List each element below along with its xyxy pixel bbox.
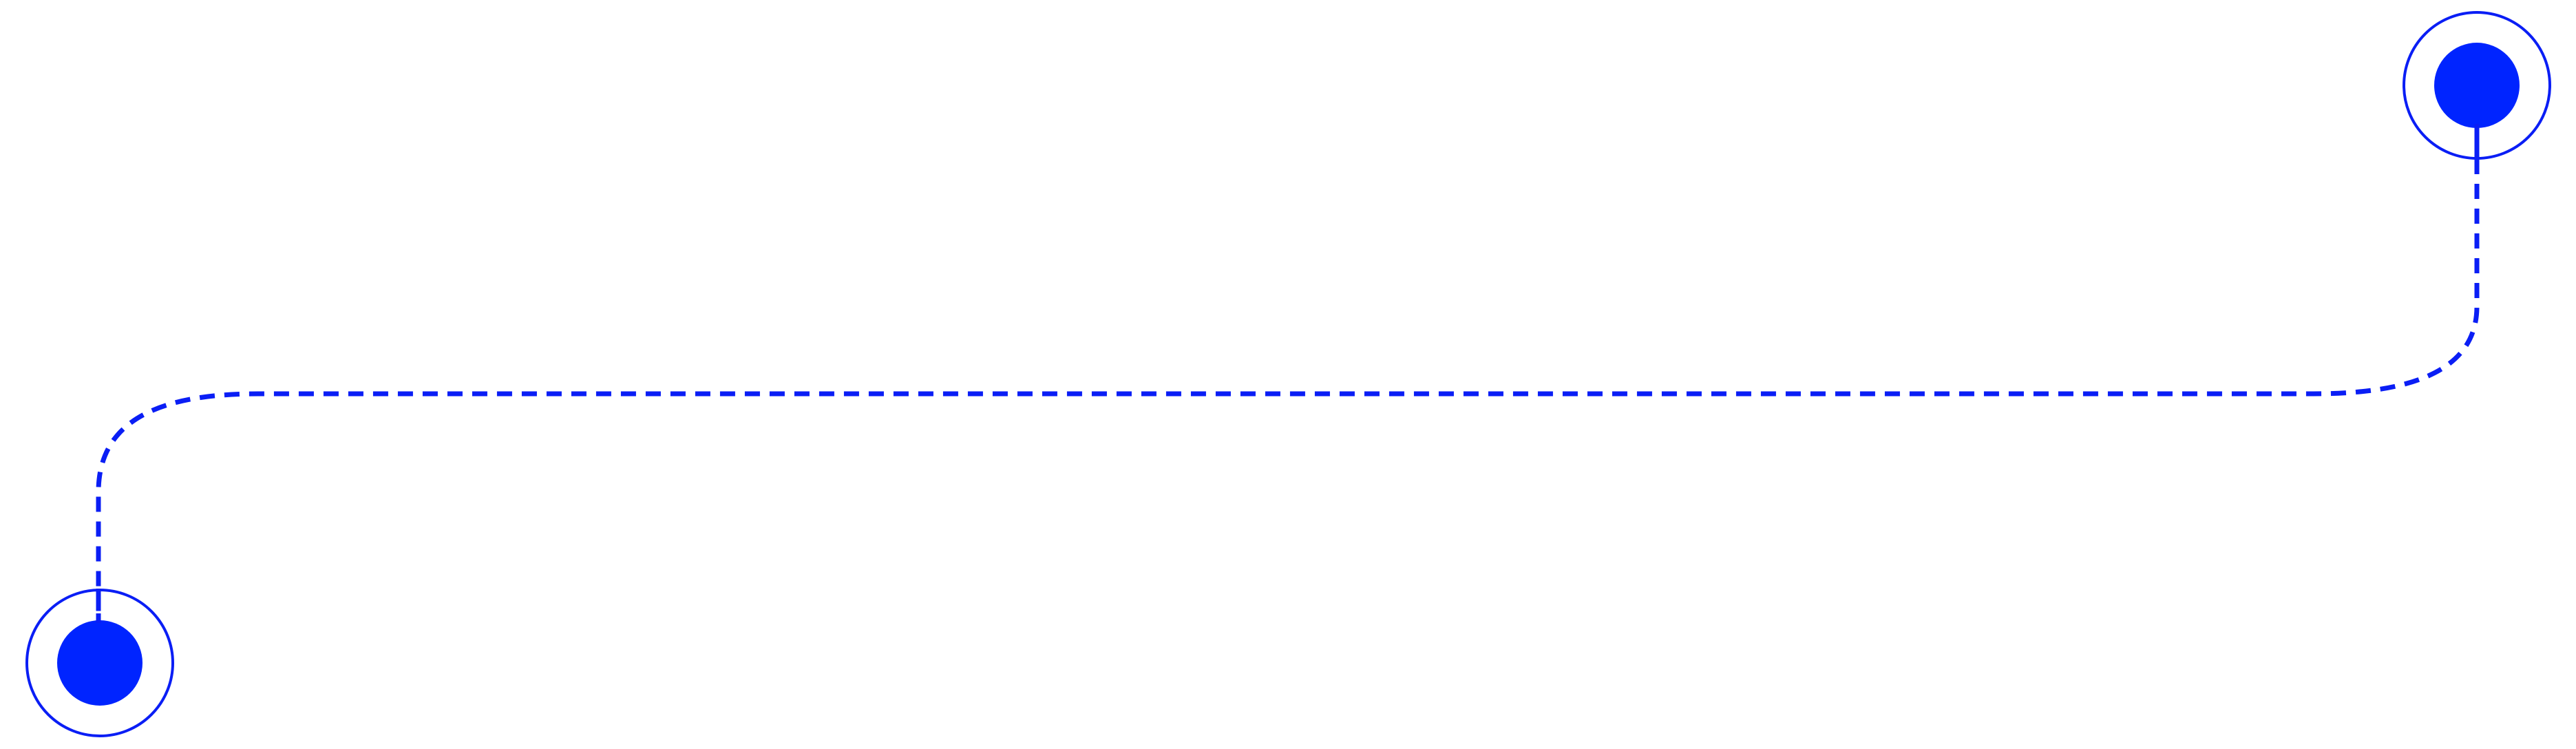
- start-node-dot: [57, 620, 142, 706]
- start-node[interactable]: [25, 589, 174, 737]
- end-node[interactable]: [2403, 11, 2551, 160]
- end-node-dot: [2434, 43, 2520, 128]
